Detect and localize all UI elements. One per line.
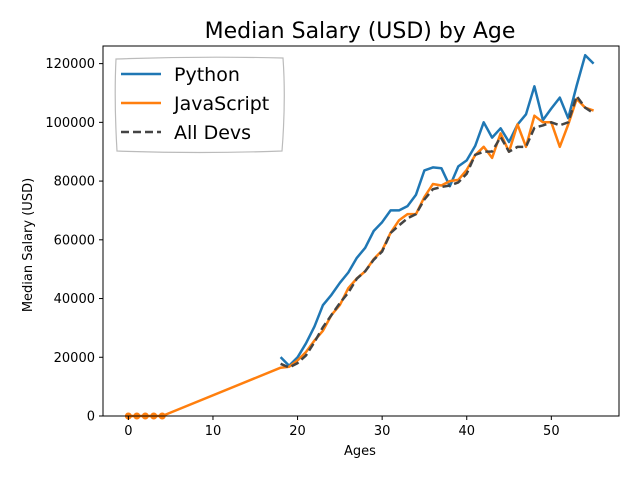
legend-label-python: Python [174, 64, 240, 86]
y-tick-label: 40000 [54, 292, 95, 307]
chart-title: Median Salary (USD) by Age [205, 19, 516, 44]
plot-frame [102, 45, 620, 417]
python-series-line [279, 53, 595, 368]
x-tick-label: 40 [458, 424, 475, 439]
x-axis-label: Ages [344, 444, 376, 459]
x-tick-label: 50 [543, 424, 560, 439]
y-tick-label: 120000 [45, 57, 95, 72]
legend-box [114, 56, 285, 154]
x-tick-label: 10 [205, 424, 222, 439]
x-tick-label: 0 [124, 424, 132, 439]
x-tick-label: 30 [374, 424, 391, 439]
legend: Python JavaScript All Devs [114, 56, 285, 154]
series-layer [124, 53, 595, 420]
legend-label-all-devs: All Devs [174, 122, 251, 144]
y-tick-label: 100000 [45, 116, 95, 131]
y-tick-label: 20000 [54, 351, 95, 366]
y-tick-label: 80000 [54, 175, 95, 190]
y-tick-label: 60000 [54, 233, 95, 248]
ticks-layer: 0 10 20 30 40 50 0 20000 40000 60000 80000 100000 12… [45, 57, 559, 439]
all-devs-series-line [280, 94, 595, 369]
x-tick-label: 20 [289, 424, 306, 439]
y-tick-label: 0 [87, 410, 95, 425]
legend-label-javascript: JavaScript [173, 93, 269, 115]
y-axis-label: Median Salary (USD) [21, 178, 36, 312]
